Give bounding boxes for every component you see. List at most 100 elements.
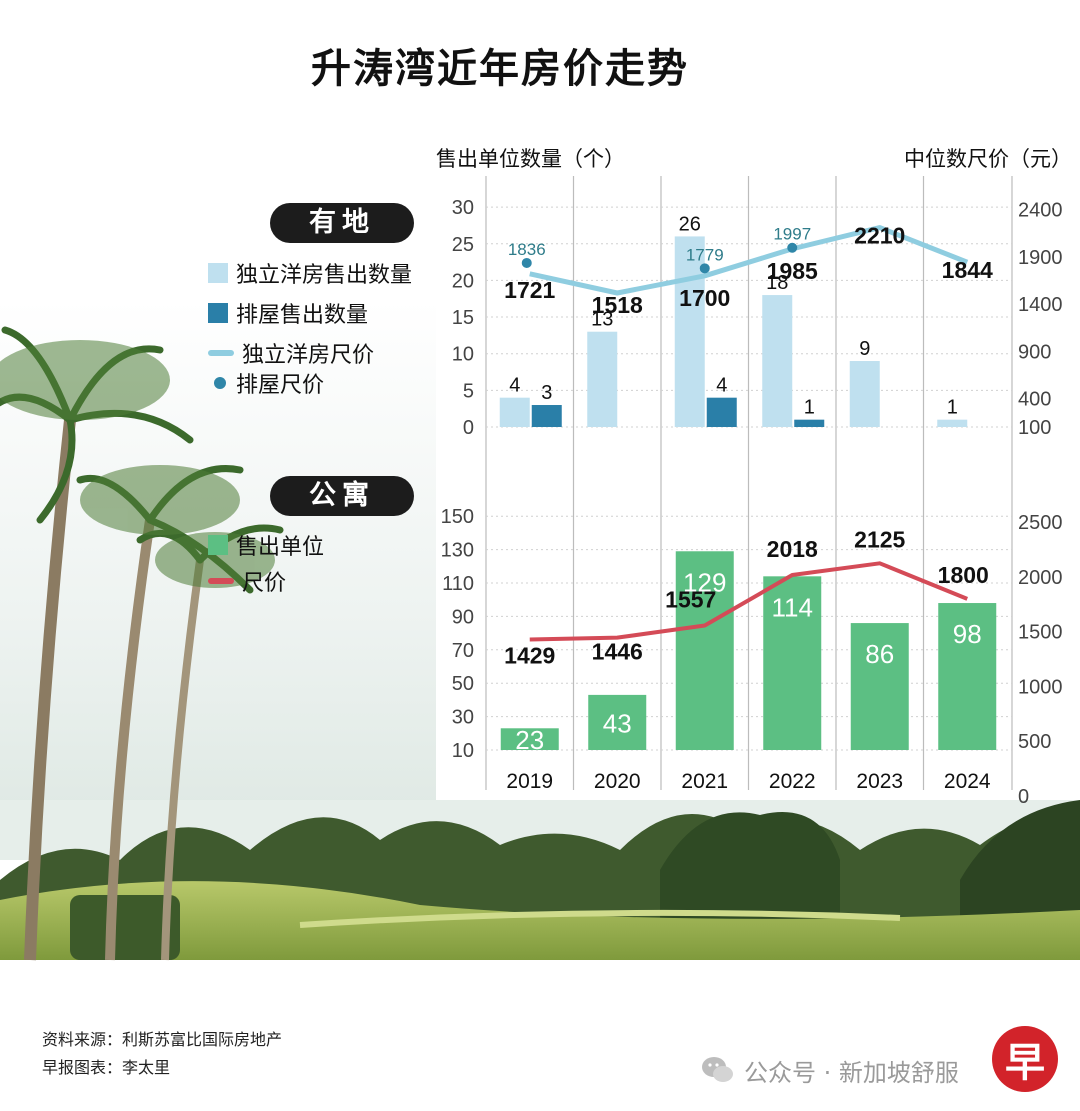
y-tick-label-right: 1900: [1018, 247, 1063, 269]
y-tick-label-right: 2400: [1018, 200, 1063, 222]
bar-bungalow-units: [762, 295, 793, 427]
data-label-condo-psf: 2018: [767, 536, 818, 562]
source-note: 资料来源：利斯苏富比国际房地产: [42, 1030, 283, 1049]
y-tick-label-left: 90: [452, 606, 474, 628]
y-tick-label-left: 10: [452, 740, 474, 762]
bar-bungalow-units: [937, 419, 968, 427]
data-label-terrace-units: 1: [804, 397, 815, 419]
y-tick-label-left: 30: [452, 197, 474, 219]
legend-item-condo-units: 售出单位: [208, 530, 324, 560]
bar-condo-units: [938, 603, 997, 750]
legend-swatch: [214, 377, 226, 389]
legend-label: 独立洋房售出数量: [236, 263, 413, 288]
bar-condo-units: [850, 623, 909, 750]
page-title: 升涛湾近年房价走势: [311, 46, 689, 92]
data-label-bungalow-psf: 1844: [942, 257, 993, 283]
data-label-bungalow-psf: 2210: [854, 223, 905, 249]
y-tick-label-right: 2500: [1018, 512, 1063, 534]
data-label-bungalow-units: 26: [679, 213, 701, 235]
data-label-condo-psf: 1557: [665, 586, 716, 612]
legend-item-terrace-units: 排屋售出数量: [208, 298, 368, 328]
data-label-terrace-psf: 1779: [686, 245, 724, 264]
data-label-bungalow-psf: 1700: [679, 285, 730, 311]
data-label-bungalow-units: 18: [766, 272, 788, 294]
y-tick-label-right: 100: [1018, 417, 1051, 439]
legend-label: 售出单位: [236, 535, 325, 560]
legend-swatch: [208, 263, 228, 283]
data-label-condo-psf: 1429: [504, 643, 555, 669]
right-axis-title: 中位数尺价（元）: [904, 148, 1072, 171]
x-tick-label: 2022: [769, 770, 816, 793]
y-tick-label-right: 1000: [1018, 676, 1063, 698]
data-label-bungalow-units: 1: [947, 397, 958, 419]
left-axis-title: 售出单位数量（个）: [436, 148, 625, 171]
data-label-bungalow-psf: 1518: [592, 292, 643, 318]
point-terrace-psf: [699, 263, 710, 274]
watermark-text: 公众号 · 新加坡舒服: [744, 1058, 959, 1087]
y-tick-label-right: 400: [1018, 389, 1051, 411]
legend-label: 尺价: [242, 571, 287, 596]
y-tick-label-left: 30: [452, 707, 474, 729]
legend-swatch: [208, 578, 234, 584]
bar-bungalow-units: [587, 331, 618, 427]
y-tick-label-left: 20: [452, 270, 474, 292]
credit-note: 早报图表：李太里: [42, 1058, 171, 1077]
legend-swatch: [208, 350, 234, 356]
y-tick-label-left: 70: [452, 640, 474, 662]
data-label-condo-psf: 1800: [938, 562, 989, 588]
y-tick-label-left: 130: [441, 540, 474, 562]
wechat-icon: [702, 1057, 733, 1082]
y-tick-label-right: 500: [1018, 731, 1051, 753]
footer: 资料来源：利斯苏富比国际房地产 早报图表：李太里: [42, 1026, 282, 1082]
legend-label: 独立洋房尺价: [242, 343, 375, 368]
data-label-bungalow-units: 9: [859, 338, 870, 360]
data-label-bungalow-psf: 1985: [767, 258, 818, 284]
zaobao-logo: 早: [992, 1026, 1058, 1092]
data-label-bungalow-units: 13: [591, 309, 613, 331]
legend-swatch: [208, 535, 228, 555]
bar-terrace-units: [531, 405, 562, 427]
legend-item-bungalow-psf: 独立洋房尺价: [208, 338, 374, 368]
bar-condo-units: [675, 551, 734, 750]
bar-condo-units: [500, 728, 559, 750]
data-label-terrace-psf: 1997: [773, 225, 811, 244]
x-tick-label: 2021: [681, 770, 728, 793]
bar-bungalow-units: [849, 361, 880, 427]
legend-label: 排屋售出数量: [236, 303, 369, 328]
legend-item-terrace-psf: 排屋尺价: [208, 368, 324, 398]
y-tick-label-right: 1400: [1018, 294, 1063, 316]
y-tick-label-right: 0: [1018, 786, 1029, 808]
y-tick-label-right: 1500: [1018, 622, 1063, 644]
data-label-terrace-psf: 1836: [508, 240, 546, 259]
data-label-condo-units: 86: [865, 639, 894, 669]
bar-bungalow-units: [674, 236, 705, 427]
watermark: 公众号 · 新加坡舒服: [700, 1052, 959, 1088]
data-label-bungalow-psf: 1721: [504, 277, 555, 303]
point-terrace-psf: [521, 257, 532, 268]
data-label-bungalow-units: 4: [509, 375, 520, 397]
data-label-terrace-units: 4: [716, 375, 727, 397]
bar-bungalow-units: [499, 397, 530, 427]
y-tick-label-left: 50: [452, 673, 474, 695]
data-label-condo-units: 23: [515, 725, 544, 755]
bar-condo-units: [763, 576, 822, 750]
line-condo-psf: [529, 561, 969, 642]
y-tick-label-left: 150: [441, 506, 474, 528]
x-tick-label: 2024: [944, 770, 991, 793]
legend-item-condo-psf: 尺价: [208, 566, 286, 596]
section-label-landed: 有地: [270, 203, 414, 243]
section-label-condo: 公寓: [270, 476, 414, 516]
y-tick-label-left: 15: [452, 307, 474, 329]
data-label-terrace-units: 3: [541, 382, 552, 404]
y-tick-label-right: 900: [1018, 341, 1051, 363]
y-tick-label-left: 0: [463, 417, 474, 439]
data-label-condo-units: 43: [603, 708, 632, 738]
legend-swatch: [208, 303, 228, 323]
x-tick-label: 2019: [506, 770, 553, 793]
point-terrace-psf: [787, 242, 798, 253]
bar-terrace-units: [794, 419, 825, 427]
data-label-condo-units: 98: [953, 619, 982, 649]
y-tick-label-right: 2000: [1018, 567, 1063, 589]
